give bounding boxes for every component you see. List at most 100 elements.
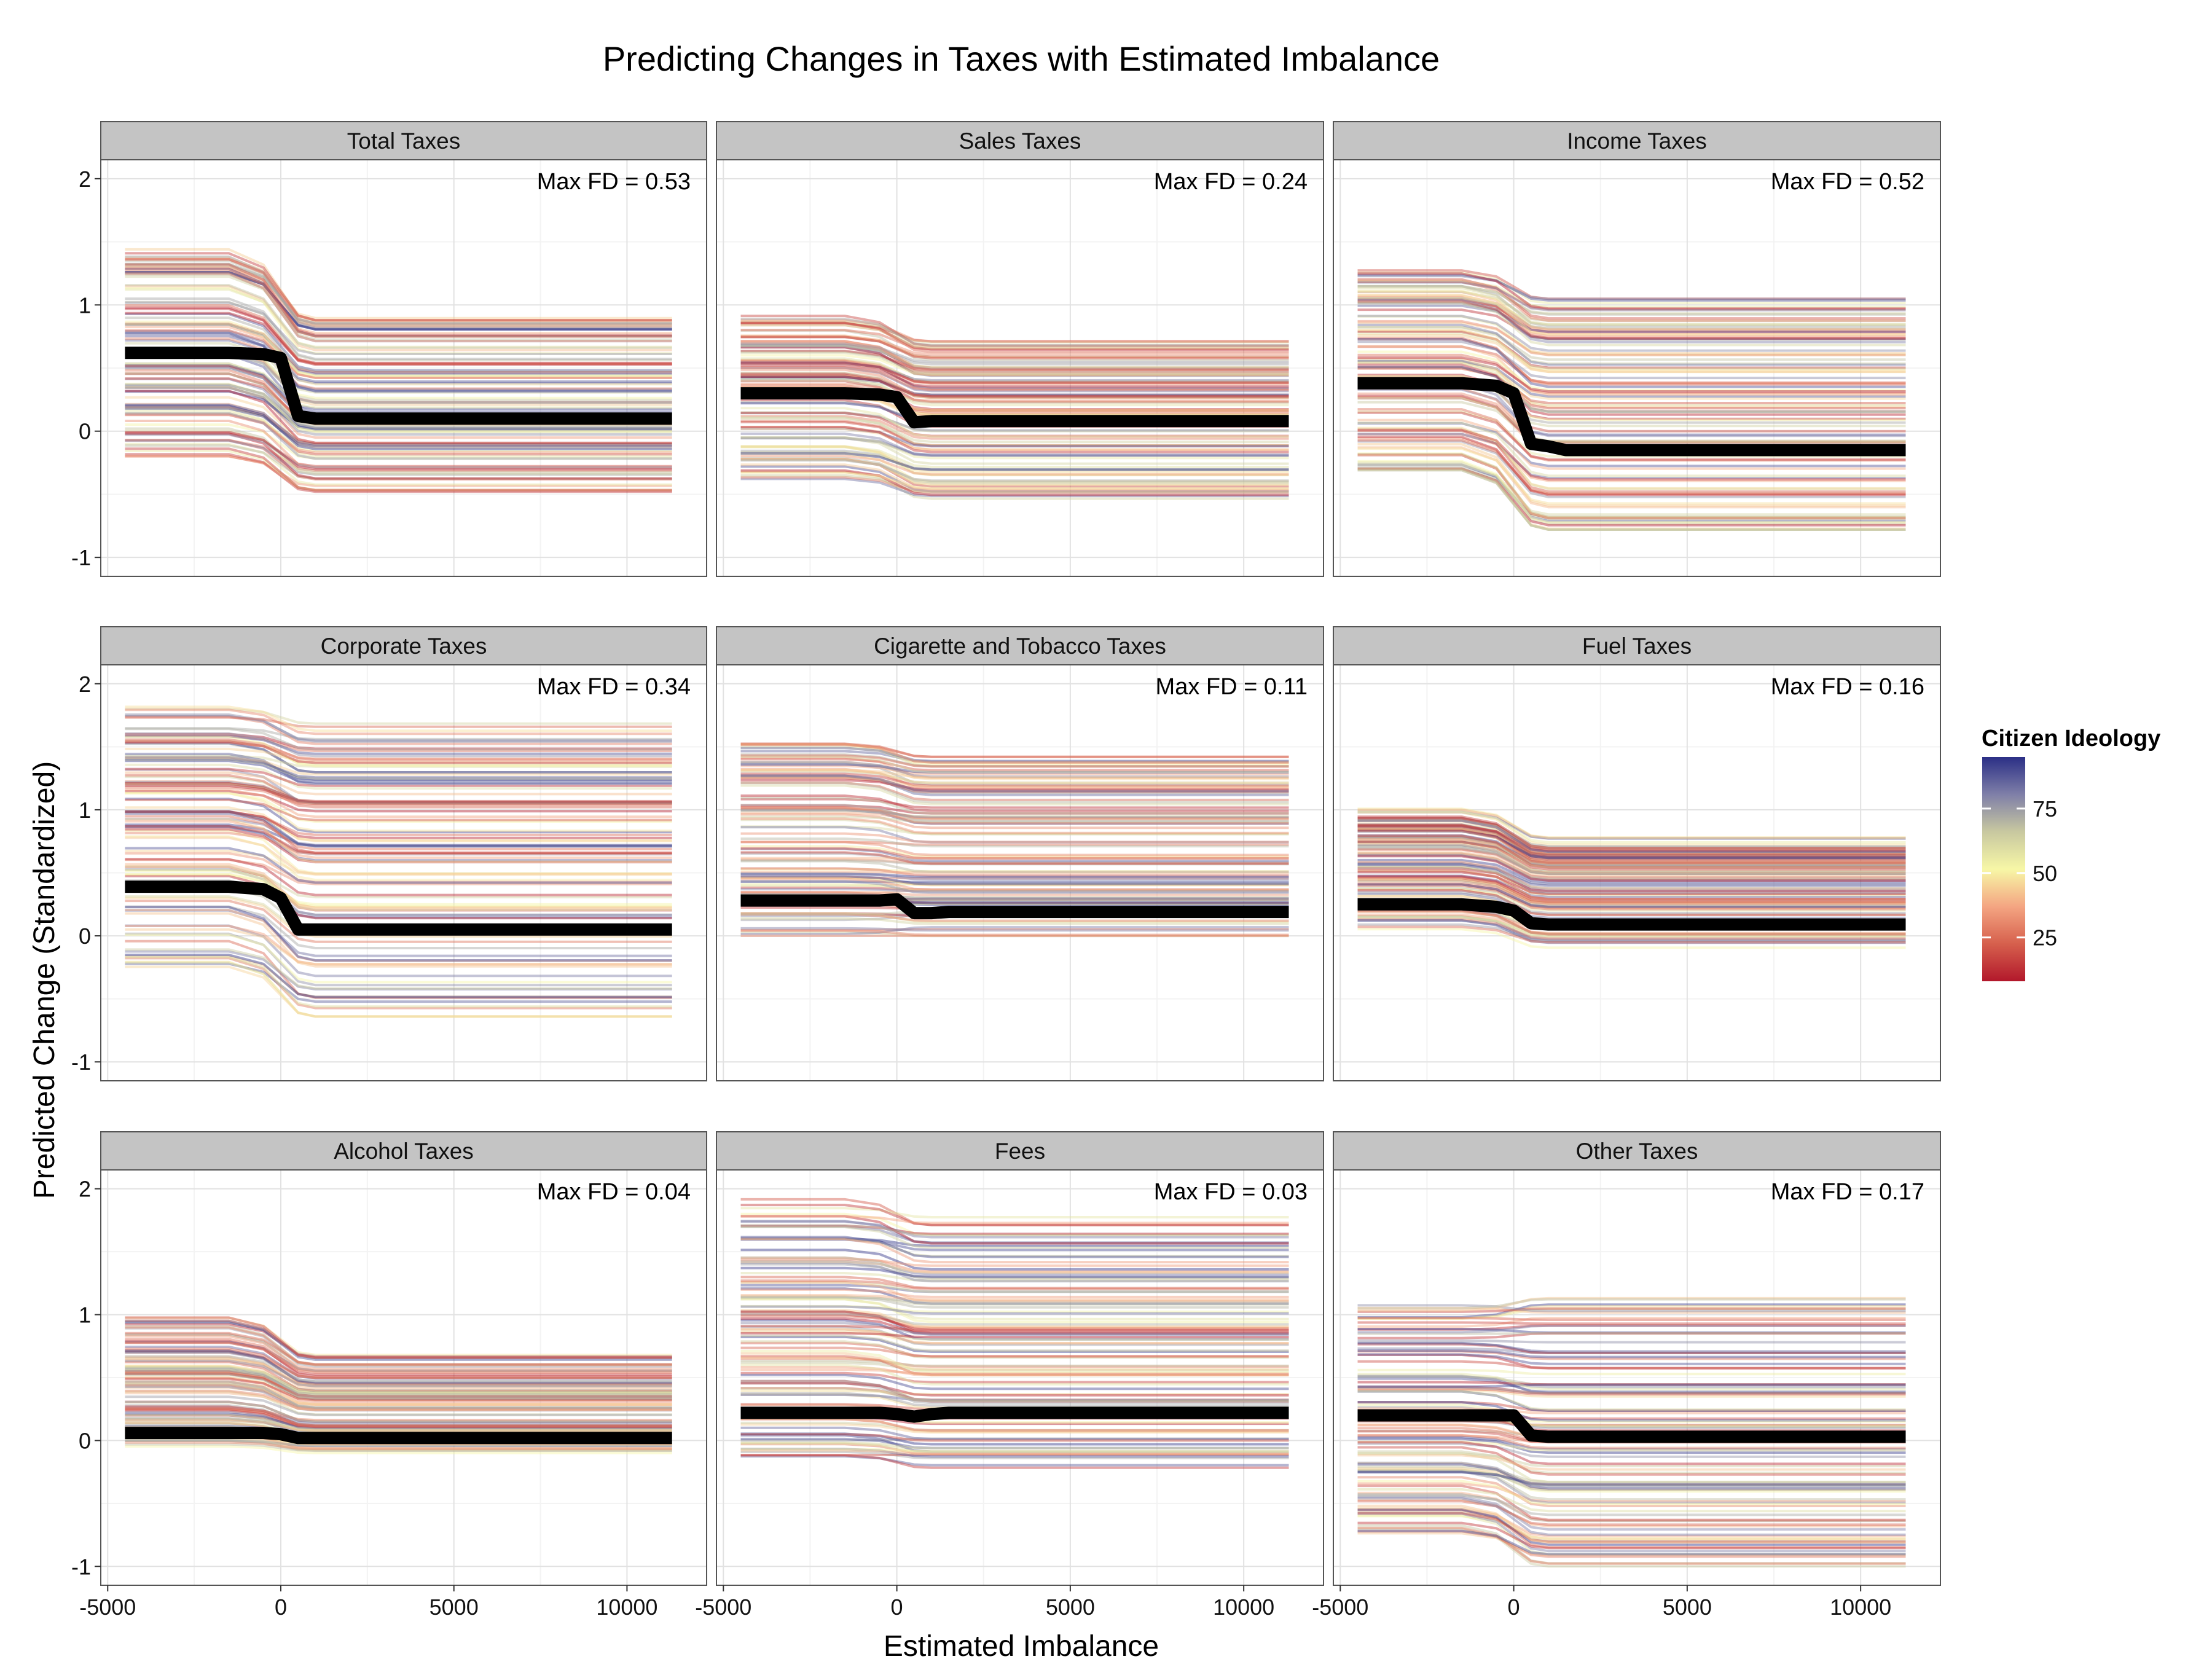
prediction-line [740,845,1289,858]
prediction-line [740,1382,1289,1397]
panel-grid [1333,160,1940,576]
prediction-line [125,414,672,456]
prediction-line [740,372,1289,399]
prediction-line [1357,1401,1906,1412]
prediction-line [1357,1463,1906,1490]
max-fd-annotation: Max FD = 0.17 [1771,1179,1924,1205]
panel-border [1333,1169,1941,1586]
prediction-line [740,781,1289,801]
prediction-line [125,810,672,836]
prediction-line [1357,883,1906,909]
prediction-line [740,375,1289,396]
prediction-line [125,1400,672,1423]
prediction-line [740,1312,1289,1326]
prediction-line [1357,837,1906,869]
prediction-line [740,374,1289,399]
panel-grid [101,160,707,576]
prediction-line [125,909,672,957]
prediction-line [125,1316,672,1359]
prediction-line [125,1373,672,1398]
prediction-line [125,364,672,410]
prediction-line [1357,810,1906,844]
prediction-line [125,1350,672,1385]
prediction-line [740,1305,1289,1315]
prediction-line [1357,338,1906,388]
prediction-line [740,335,1289,358]
prediction-line [1357,463,1906,516]
prediction-line [1357,1441,1906,1465]
prediction-line [740,847,1289,860]
prediction-line [125,386,672,431]
prediction-line [1357,819,1906,849]
facet-panel: Alcohol Taxes Max FD = 0.04 -1 0 1 2 -5000 0 500… [71,1131,707,1620]
prediction-line [125,271,672,331]
prediction-line [125,323,672,377]
prediction-line [740,1371,1289,1384]
prediction-line [740,343,1289,366]
prediction-line [125,715,672,745]
prediction-line [125,1373,672,1400]
prediction-line [125,1400,672,1423]
prediction-line [1357,453,1906,519]
prediction-line [1357,302,1906,340]
prediction-line [740,876,1289,880]
prediction-line [125,707,672,725]
prediction-line [740,809,1289,818]
prediction-line [740,344,1289,370]
prediction-line [1357,844,1906,874]
prediction-line [740,804,1289,823]
prediction-line [740,459,1289,482]
prediction-line [1357,1381,1906,1386]
prediction-line [1357,819,1906,853]
legend-tick-label: 75 [2033,796,2057,822]
prediction-line [740,743,1289,767]
prediction-line [125,432,672,468]
prediction-line [740,415,1289,440]
prediction-line [740,1310,1289,1336]
prediction-line [740,1335,1289,1352]
prediction-line [1357,323,1906,366]
prediction-line [1357,891,1906,914]
prediction-line [1357,1360,1906,1370]
prediction-line [125,1320,672,1361]
prediction-line [125,828,672,864]
prediction-line [740,362,1289,382]
prediction-line [1357,825,1906,853]
prediction-line [740,807,1289,820]
prediction-line [740,876,1289,887]
prediction-line [125,716,672,728]
prediction-line [740,1319,1289,1341]
prediction-line [740,1448,1289,1453]
prediction-line [740,1224,1289,1237]
prediction-line [740,817,1289,834]
prediction-line [125,1417,672,1431]
prediction-line [125,412,672,460]
prediction-line [125,786,672,806]
prediction-line [1357,1343,1906,1354]
prediction-line [1357,308,1906,340]
prediction-line [125,1365,672,1394]
prediction-line [1357,392,1906,443]
prediction-line [740,769,1289,779]
panel-grid [101,1170,707,1585]
prediction-line [1357,851,1906,877]
prediction-line [125,732,672,758]
prediction-line [1357,284,1906,327]
prediction-line [740,451,1289,471]
prediction-line [740,445,1289,476]
prediction-line [1357,1461,1906,1488]
prediction-line [740,375,1289,398]
prediction-line [125,1370,672,1400]
prediction-line [740,463,1289,491]
prediction-line [125,330,672,383]
facet-panel: Cigarette and Tobacco Taxes Max FD = 0.11 [716,626,1324,1081]
prediction-line [740,852,1289,865]
prediction-line [125,453,672,493]
prediction-line [125,713,672,743]
facet-strip [716,626,1324,665]
prediction-line [1357,467,1906,531]
prediction-line [740,351,1289,375]
prediction-line [125,825,672,855]
prediction-line [125,1407,672,1422]
prediction-line [125,1349,672,1385]
